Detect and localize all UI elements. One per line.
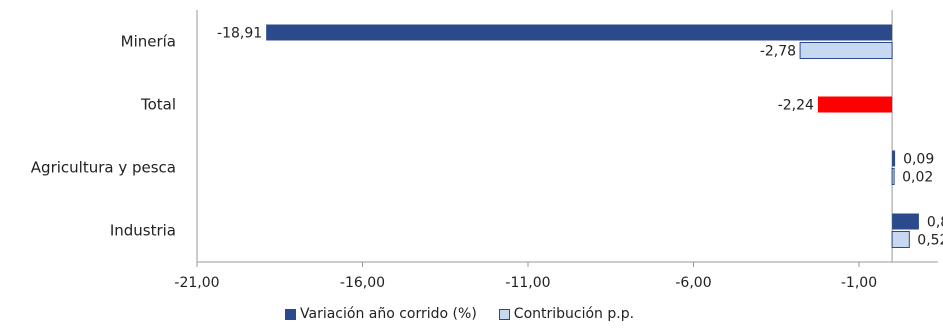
bar-variacion — [892, 150, 896, 167]
x-tick-label: -21,00 — [174, 275, 219, 291]
category-label: Total — [140, 96, 176, 114]
x-tick-label: -1,00 — [841, 275, 877, 291]
legend-swatch-variacion — [285, 308, 296, 320]
bar-variacion-label: 0,81 — [927, 215, 943, 231]
legend-label-contribucion: Contribución p.p. — [513, 306, 635, 322]
legend-item-variacion: Variación año corrido (%) — [285, 306, 477, 322]
bar-contribucion-label: -2,78 — [760, 44, 796, 60]
bar-contribucion-label: 0,52 — [917, 233, 943, 249]
legend-swatch-contribucion — [498, 308, 510, 320]
bar-variacion — [817, 96, 893, 113]
bar-variacion — [266, 24, 893, 41]
legend: Variación año corrido (%) Contribución p… — [285, 306, 634, 322]
bar-contribucion — [799, 42, 893, 59]
bar-variacion-label: -2,24 — [778, 98, 814, 114]
category-label: Minería — [121, 33, 176, 51]
bar-variacion-label: -18,91 — [217, 26, 262, 42]
bar-contribucion — [891, 231, 910, 248]
bar-variacion — [892, 213, 919, 230]
bar-variacion-label: 0,09 — [903, 152, 934, 168]
category-label: Agricultura y pesca — [31, 159, 176, 177]
x-tick-label: -16,00 — [340, 275, 385, 291]
category-label: Industria — [110, 222, 176, 240]
legend-label-variacion: Variación año corrido (%) — [300, 306, 477, 322]
x-tick-label: -6,00 — [675, 275, 711, 291]
x-tick-label: -11,00 — [505, 275, 550, 291]
bar-contribucion-label: 0,02 — [902, 170, 933, 186]
bar-contribucion — [891, 168, 895, 185]
legend-item-contribucion: Contribución p.p. — [498, 306, 635, 322]
